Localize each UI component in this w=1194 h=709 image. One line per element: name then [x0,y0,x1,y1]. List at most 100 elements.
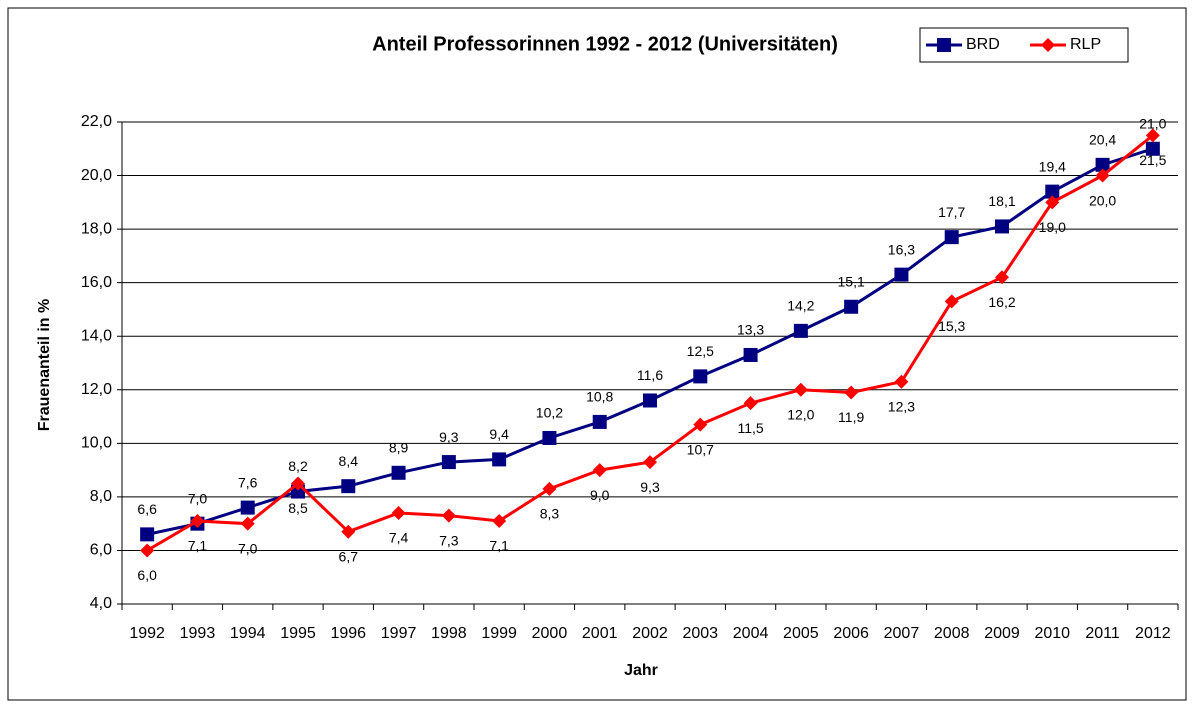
marker [441,508,456,523]
data-label: 7,6 [238,474,258,490]
data-label: 6,7 [339,548,359,564]
marker [643,393,657,408]
x-tick-label: 2003 [682,625,718,642]
marker [643,455,657,470]
marker [844,299,859,314]
x-tick-label: 2004 [733,625,769,642]
data-label: 8,9 [389,439,409,455]
data-label: 12,3 [888,398,915,414]
data-label: 7,3 [439,532,459,548]
y-tick-label: 14,0 [81,327,112,344]
data-label: 10,7 [687,441,714,457]
data-label: 8,5 [288,500,308,516]
x-tick-label: 2009 [984,625,1020,642]
x-tick-label: 1994 [230,625,266,642]
y-tick-label: 20,0 [81,167,112,184]
marker [140,543,155,558]
marker [542,430,557,445]
data-label: 21,0 [1139,115,1166,131]
y-tick-label: 22,0 [81,113,112,130]
y-tick-label: 18,0 [81,220,112,237]
data-label: 15,1 [838,273,865,289]
x-tick-label: 1998 [431,625,467,642]
marker [1045,184,1060,199]
data-label: 9,0 [590,487,610,503]
marker [240,516,255,531]
data-label: 20,0 [1089,192,1116,208]
data-label: 20,4 [1089,132,1116,148]
legend-label: RLP [1070,36,1101,53]
x-tick-label: 2002 [632,625,668,642]
marker [542,481,557,496]
y-tick-label: 16,0 [81,274,112,291]
data-label: 16,2 [988,294,1015,310]
x-tick-label: 1995 [280,625,316,642]
data-label: 12,5 [687,343,714,359]
marker [1145,141,1160,156]
marker [894,374,909,389]
y-tick-label: 12,0 [81,381,112,398]
marker [995,219,1009,234]
marker [894,267,909,282]
x-tick-label: 2000 [532,625,568,642]
legend-label: BRD [966,36,1000,53]
legend-marker [937,38,951,52]
x-tick-label: 2011 [1085,625,1120,642]
data-label: 8,2 [288,458,308,474]
marker [693,417,708,432]
x-tick-label: 1996 [330,625,366,642]
chart-border [7,7,1187,701]
data-label: 10,2 [536,405,563,421]
y-tick-label: 8,0 [90,488,112,505]
marker [391,505,406,520]
data-label: 16,3 [888,241,915,257]
data-label: 19,4 [1039,158,1066,174]
marker [341,524,356,539]
marker [1095,157,1110,172]
x-tick-label: 1992 [129,625,165,642]
data-label: 14,2 [787,298,814,314]
legend-marker [1041,38,1055,52]
x-tick-label: 1999 [481,625,517,642]
chart-title: Anteil Professorinnen 1992 - 2012 (Unive… [372,33,838,55]
data-label: 9,3 [640,479,660,495]
marker [693,369,708,384]
y-tick-label: 10,0 [81,435,112,452]
marker [1145,128,1160,143]
data-label: 13,3 [737,322,764,338]
marker [140,527,155,542]
x-tick-label: 2008 [934,625,970,642]
marker [1045,195,1060,210]
marker [592,463,607,478]
y-tick-label: 4,0 [90,595,112,612]
x-axis-label: Jahr [624,662,658,679]
marker [944,294,959,309]
marker [743,347,758,362]
marker [341,479,356,494]
data-label: 15,3 [938,318,965,334]
marker [944,230,959,245]
marker [190,513,205,528]
x-tick-label: 1993 [180,625,216,642]
marker [793,323,808,338]
data-label: 9,3 [439,429,459,445]
marker [1095,168,1110,183]
data-label: 18,1 [988,193,1015,209]
data-label: 11,9 [838,409,864,425]
marker [592,414,607,429]
x-tick-label: 2001 [582,625,618,642]
marker [492,513,507,528]
data-label: 11,6 [637,367,663,383]
data-label: 9,4 [489,426,509,442]
data-label: 11,5 [737,420,763,436]
data-label: 6,6 [137,501,157,517]
marker [844,385,859,400]
data-label: 8,4 [339,453,359,469]
marker [391,465,406,480]
marker [441,455,456,470]
data-label: 17,7 [938,204,965,220]
marker [793,382,808,397]
data-label: 7,1 [489,538,509,554]
x-tick-label: 2012 [1135,625,1171,642]
